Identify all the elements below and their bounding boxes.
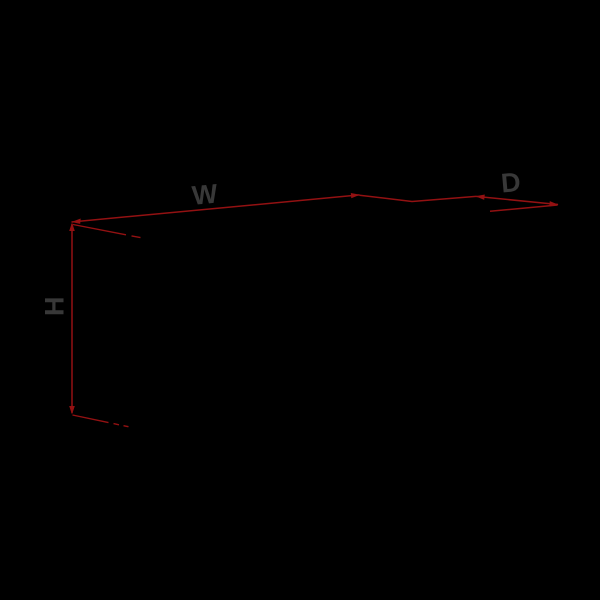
bottom-left-leader-line (72, 414, 129, 428)
depth-label: D (500, 167, 523, 199)
arrowheads-group (69, 193, 559, 415)
top-left-leader-line (72, 223, 141, 239)
width-label: W (191, 179, 220, 211)
depth-rear-leader-line (489, 204, 558, 213)
height-label: H (40, 296, 70, 316)
labels-group: W D H (40, 167, 523, 316)
width-left-arrowhead (71, 218, 81, 224)
width-dimension-line (71, 194, 360, 223)
width-right-arrowhead (350, 193, 360, 199)
depth-dimension-line (475, 195, 559, 206)
dimension-lines-group (71, 194, 559, 428)
width-depth-connector-line (359, 194, 477, 203)
height-top-arrowhead (69, 222, 75, 231)
depth-right-arrowhead (549, 201, 559, 207)
depth-left-arrowhead (475, 194, 485, 200)
height-bottom-arrowhead (69, 406, 75, 415)
